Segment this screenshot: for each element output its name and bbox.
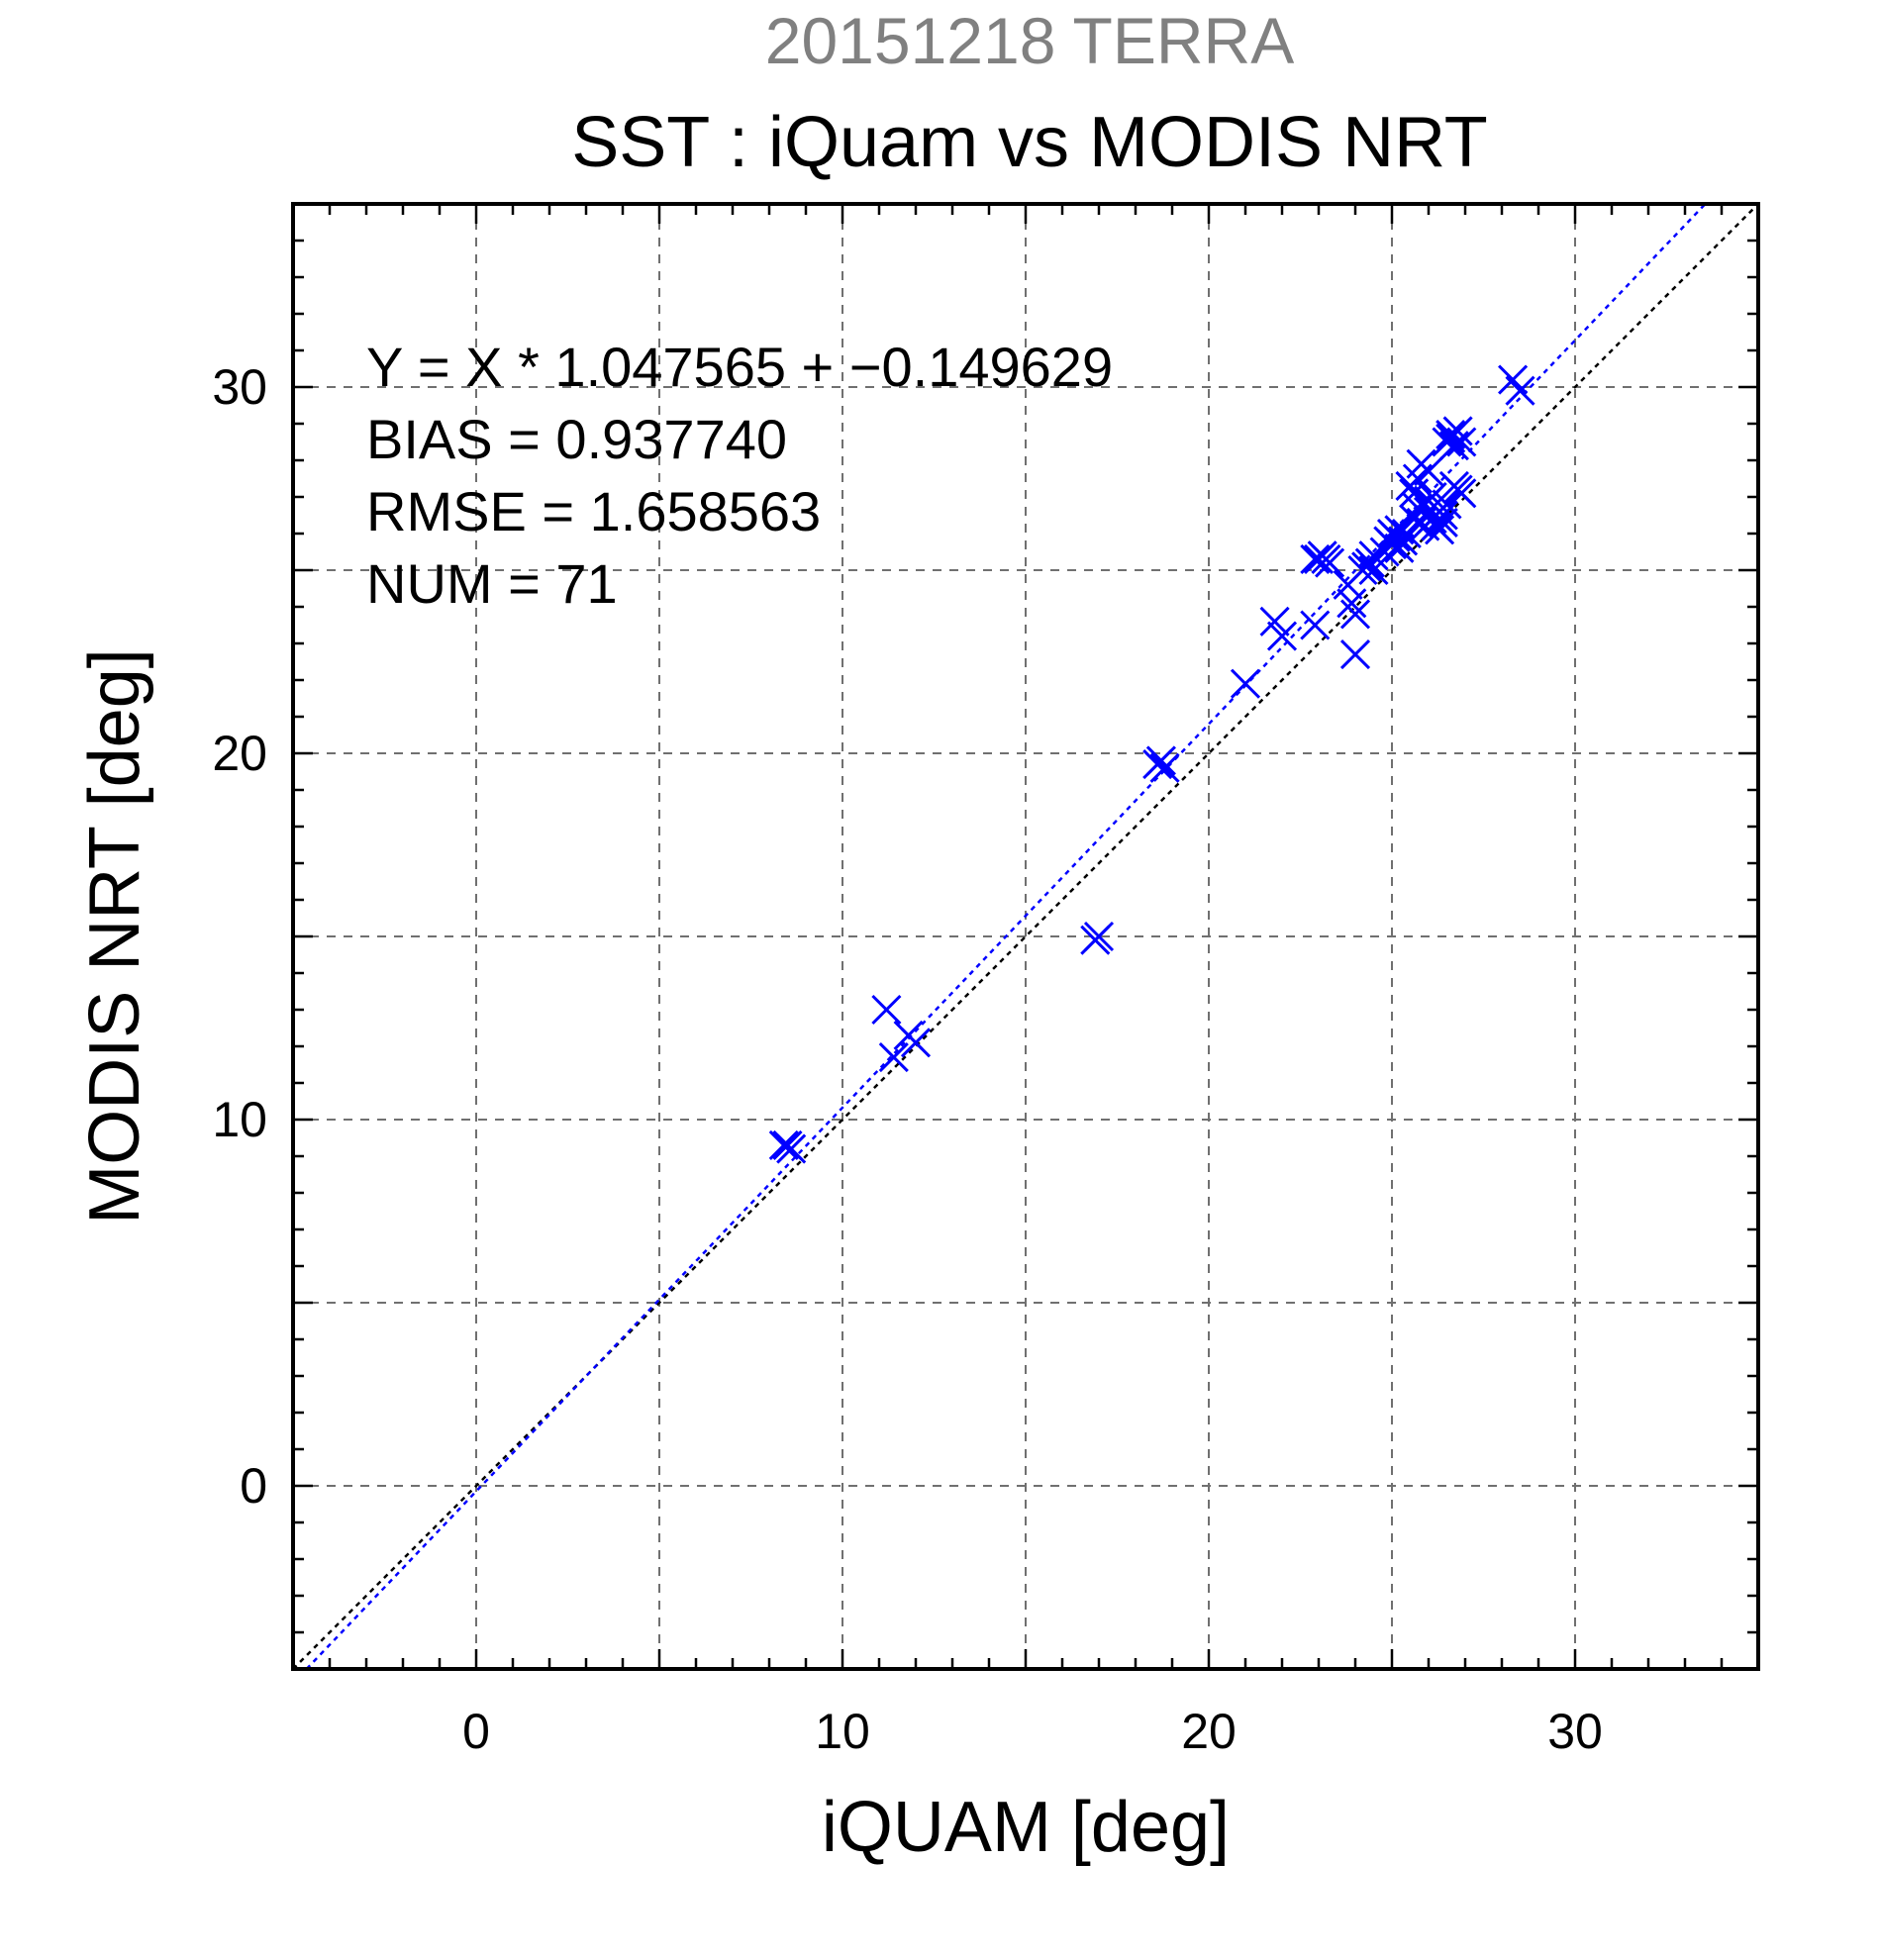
data-point: [1438, 470, 1469, 501]
y-tick-label: 20: [212, 726, 267, 781]
data-point: [900, 1028, 932, 1058]
data-point: [1358, 554, 1389, 586]
data-point: [768, 1129, 799, 1160]
data-point: [1300, 610, 1331, 640]
data-point: [1149, 752, 1180, 783]
y-tick-label: 30: [212, 359, 267, 415]
data-point: [1442, 416, 1473, 446]
data-point: [1347, 554, 1378, 586]
data-point: [1391, 518, 1422, 549]
stats-annotation: Y = X * 1.047565 + −0.149629 BIAS = 0.93…: [366, 336, 1113, 615]
chart-subtitle: SST : iQuam vs MODIS NRT: [571, 103, 1488, 182]
x-tick-label: 10: [815, 1704, 870, 1759]
data-point: [776, 1133, 807, 1164]
data-point: [1369, 537, 1400, 567]
grid: [293, 204, 1758, 1669]
y-axis-label: MODIS NRT [deg]: [75, 648, 154, 1225]
data-point: [1376, 518, 1408, 549]
stats-rmse: RMSE = 1.658563: [366, 480, 821, 542]
data-point: [1446, 427, 1477, 457]
data-point: [1336, 588, 1367, 619]
data-point: [1266, 621, 1298, 651]
data-point: [1339, 599, 1371, 630]
data-point: [1505, 375, 1535, 406]
x-tick-label: 20: [1181, 1704, 1237, 1759]
stats-fit-equation: Y = X * 1.047565 + −0.149629: [366, 336, 1113, 398]
stats-count: NUM = 71: [366, 552, 618, 615]
x-tick-labels: 0 10 20 30: [462, 1704, 1603, 1759]
y-tick-label: 0: [240, 1458, 267, 1514]
identity-line: [292, 203, 1759, 1670]
data-point: [1142, 749, 1173, 780]
data-point: [1358, 540, 1389, 571]
plot-frame: [291, 202, 1760, 1671]
data-point: [1259, 606, 1290, 637]
data-point: [1428, 507, 1458, 538]
chart-title: 20151218 TERRA: [765, 4, 1294, 77]
reference-lines: [292, 203, 1759, 1670]
data-points: [768, 364, 1535, 1164]
data-point: [1315, 547, 1345, 578]
data-point: [1417, 481, 1447, 513]
x-tick-label: 0: [462, 1704, 490, 1759]
data-point: [1402, 493, 1433, 524]
data-point: [1230, 668, 1261, 699]
data-point: [1384, 515, 1415, 545]
y-tick-labels: 0 10 20 30: [212, 359, 267, 1514]
data-point: [1413, 456, 1444, 487]
stats-bias: BIAS = 0.937740: [366, 408, 787, 470]
data-point: [1339, 639, 1371, 670]
x-tick-label: 30: [1547, 1704, 1603, 1759]
data-point: [1080, 925, 1111, 955]
x-axis-label: iQUAM [deg]: [822, 1788, 1230, 1867]
y-tick-label: 10: [212, 1092, 267, 1147]
data-point: [1410, 511, 1440, 541]
regression-fit-line: [305, 203, 1707, 1670]
data-point: [871, 994, 902, 1026]
data-point: [878, 1042, 909, 1073]
